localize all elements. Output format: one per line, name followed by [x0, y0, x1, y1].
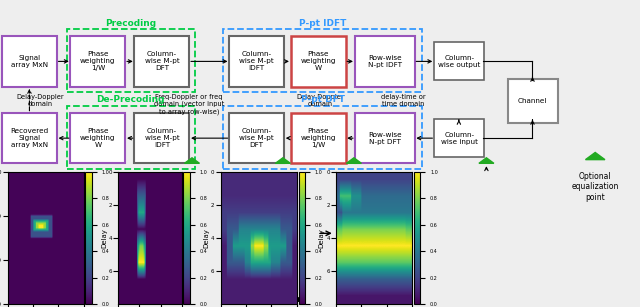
Y-axis label: Delay: Delay — [101, 228, 108, 248]
Text: Delay-Doppler
domain: Delay-Doppler domain — [17, 94, 64, 107]
FancyBboxPatch shape — [508, 79, 558, 123]
FancyBboxPatch shape — [291, 113, 346, 163]
FancyBboxPatch shape — [134, 36, 189, 87]
FancyBboxPatch shape — [134, 113, 189, 163]
Text: Phase
weighting
W: Phase weighting W — [300, 51, 336, 72]
FancyBboxPatch shape — [2, 36, 57, 87]
Text: Column-
wise M-pt
IDFT: Column- wise M-pt IDFT — [239, 51, 274, 72]
Text: P-pt IDFT: P-pt IDFT — [299, 19, 346, 28]
FancyBboxPatch shape — [434, 119, 484, 157]
Text: P-pt DFT: P-pt DFT — [301, 95, 344, 104]
Text: De-Precoding: De-Precoding — [96, 95, 165, 104]
Text: Phase
weighting
1/W: Phase weighting 1/W — [300, 128, 336, 148]
FancyBboxPatch shape — [229, 113, 284, 163]
FancyBboxPatch shape — [355, 113, 415, 163]
FancyBboxPatch shape — [434, 42, 484, 80]
Text: Row-wise
N-pt IDFT: Row-wise N-pt IDFT — [367, 55, 402, 68]
Text: delay-time or
time domain: delay-time or time domain — [381, 94, 426, 107]
Polygon shape — [184, 158, 200, 163]
Text: Column-
wise input: Column- wise input — [441, 132, 477, 145]
Text: Phase
weighting
W: Phase weighting W — [80, 128, 116, 148]
Polygon shape — [346, 158, 362, 163]
Text: Channel: Channel — [518, 98, 547, 104]
Text: Phase
weighting
1/W: Phase weighting 1/W — [80, 51, 116, 72]
FancyBboxPatch shape — [229, 36, 284, 87]
Y-axis label: Delay: Delay — [319, 228, 325, 248]
Text: Row-wise
N-pt DFT: Row-wise N-pt DFT — [368, 132, 401, 145]
Text: fD-domain: fD-domain — [33, 295, 85, 304]
FancyBboxPatch shape — [355, 36, 415, 87]
Polygon shape — [586, 153, 605, 160]
Text: Recovered
Signal
array MxN: Recovered Signal array MxN — [10, 128, 49, 148]
Text: Freq-Doppler or freq
domain (vector input
to array row-wise): Freq-Doppler or freq domain (vector inpu… — [154, 94, 224, 115]
Text: Column-
wise M-pt
DFT: Column- wise M-pt DFT — [145, 51, 179, 72]
Polygon shape — [479, 158, 494, 163]
Text: Column-
wise M-pt
IDFT: Column- wise M-pt IDFT — [145, 128, 179, 148]
Text: dD-domain: dD-domain — [246, 295, 301, 304]
FancyBboxPatch shape — [70, 113, 125, 163]
FancyBboxPatch shape — [70, 36, 125, 87]
Text: Precoding: Precoding — [105, 19, 156, 28]
FancyBboxPatch shape — [2, 113, 57, 163]
Polygon shape — [275, 158, 291, 163]
Text: Column-
wise output: Column- wise output — [438, 55, 481, 68]
Text: Column-
wise M-pt
DFT: Column- wise M-pt DFT — [239, 128, 274, 148]
Text: Signal
array MxN: Signal array MxN — [11, 55, 48, 68]
Text: td-domain: td-domain — [139, 295, 191, 304]
Text: Delay-Doppler
domain: Delay-Doppler domain — [296, 94, 344, 107]
FancyBboxPatch shape — [291, 36, 346, 87]
Text: Optional
equalization
point: Optional equalization point — [572, 172, 619, 202]
Y-axis label: Delay: Delay — [204, 228, 210, 248]
